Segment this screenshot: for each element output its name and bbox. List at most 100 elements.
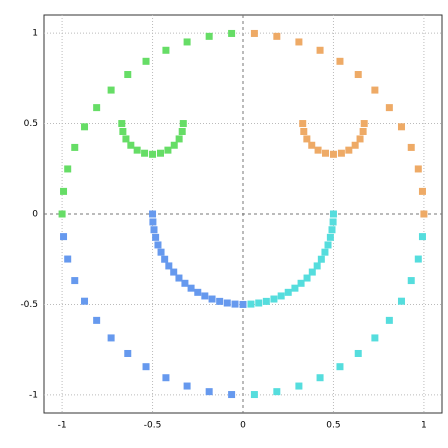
point xyxy=(316,46,324,54)
point xyxy=(162,46,170,54)
x-tick-label: 1 xyxy=(421,421,427,431)
point xyxy=(354,349,362,357)
point xyxy=(170,141,178,149)
point xyxy=(326,233,334,241)
point xyxy=(308,268,316,276)
point xyxy=(255,299,263,307)
point xyxy=(201,292,209,300)
point xyxy=(64,165,72,173)
point xyxy=(407,143,415,151)
point xyxy=(385,104,393,112)
point xyxy=(71,143,79,151)
point xyxy=(414,165,422,173)
point xyxy=(194,288,202,296)
point xyxy=(107,334,115,342)
point xyxy=(295,382,303,390)
point xyxy=(337,149,345,157)
point xyxy=(356,135,364,143)
point xyxy=(183,38,191,46)
point xyxy=(407,277,415,285)
point xyxy=(397,297,405,305)
point xyxy=(336,57,344,65)
point xyxy=(336,363,344,371)
point xyxy=(324,241,332,249)
point xyxy=(127,141,135,149)
point xyxy=(81,123,89,131)
y-tick-label: 0 xyxy=(32,210,38,220)
point xyxy=(314,146,322,154)
point xyxy=(162,374,170,382)
point xyxy=(262,297,270,305)
point xyxy=(122,135,130,143)
point xyxy=(273,388,281,396)
point xyxy=(270,295,278,303)
point xyxy=(149,218,157,226)
point xyxy=(303,274,311,282)
point xyxy=(149,210,157,218)
point xyxy=(303,135,311,143)
point xyxy=(164,146,172,154)
point xyxy=(277,292,285,300)
point xyxy=(64,255,72,263)
point xyxy=(60,187,68,195)
point xyxy=(187,284,195,292)
point xyxy=(299,120,307,128)
point xyxy=(273,32,281,40)
y-tick-label: 1 xyxy=(32,29,38,39)
point xyxy=(297,279,305,287)
point xyxy=(300,128,308,136)
point xyxy=(175,274,183,282)
point xyxy=(329,210,337,218)
point xyxy=(149,150,157,158)
point xyxy=(284,288,292,296)
point xyxy=(183,382,191,390)
point xyxy=(397,123,405,131)
point xyxy=(60,233,68,241)
point xyxy=(93,316,101,324)
point xyxy=(316,374,324,382)
point xyxy=(181,279,189,287)
point xyxy=(385,316,393,324)
point xyxy=(175,135,183,143)
point xyxy=(165,262,173,270)
point xyxy=(178,128,186,136)
point xyxy=(216,297,224,305)
point xyxy=(228,391,236,399)
point xyxy=(308,141,316,149)
point xyxy=(329,150,337,158)
point xyxy=(205,32,213,40)
x-tick-label: 0 xyxy=(240,421,246,431)
point xyxy=(329,218,337,226)
point xyxy=(250,391,258,399)
point xyxy=(118,120,126,128)
point xyxy=(250,29,258,37)
point xyxy=(119,128,127,136)
point xyxy=(228,29,236,37)
point xyxy=(239,300,247,308)
point xyxy=(418,233,426,241)
point xyxy=(161,255,169,263)
point xyxy=(179,120,187,128)
point xyxy=(81,297,89,305)
point xyxy=(321,149,329,157)
y-tick-label: 0.5 xyxy=(24,119,38,129)
point xyxy=(58,210,66,218)
point xyxy=(321,248,329,256)
point xyxy=(154,241,162,249)
point xyxy=(205,388,213,396)
point xyxy=(93,104,101,112)
point xyxy=(170,268,178,276)
point xyxy=(317,255,325,263)
x-tick-label: -1 xyxy=(58,421,67,431)
point xyxy=(291,284,299,292)
point xyxy=(157,248,165,256)
point xyxy=(420,210,428,218)
x-tick-label: 0.5 xyxy=(326,421,340,431)
y-tick-label: -0.5 xyxy=(20,300,38,310)
point xyxy=(142,363,150,371)
point xyxy=(141,149,149,157)
point xyxy=(360,120,368,128)
point xyxy=(71,277,79,285)
